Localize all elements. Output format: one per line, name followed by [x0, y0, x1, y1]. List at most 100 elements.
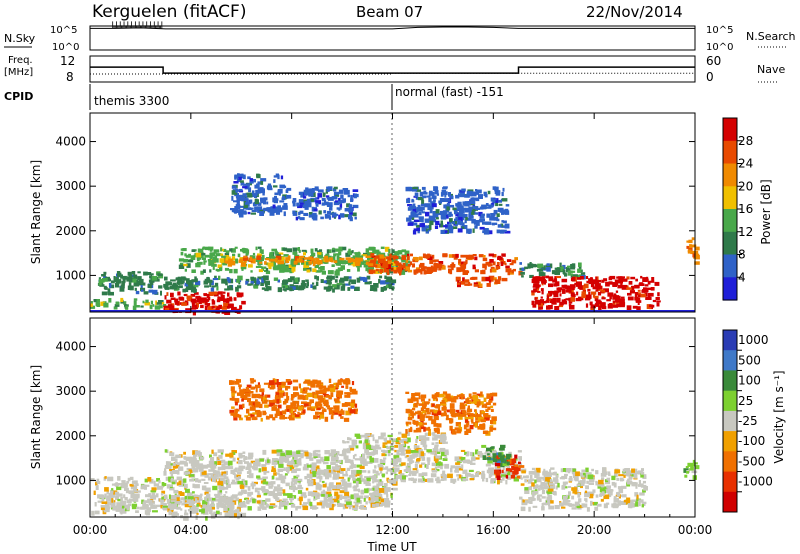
heatmap-cell	[450, 264, 456, 268]
heatmap-cell	[232, 457, 236, 462]
heatmap-cell	[281, 256, 285, 261]
heatmap-cell	[402, 477, 406, 483]
heatmap-cell	[213, 474, 217, 479]
heatmap-cell	[422, 403, 427, 407]
heatmap-cell	[437, 465, 443, 468]
heatmap-cell	[237, 457, 240, 461]
heatmap-cell	[292, 489, 296, 493]
heatmap-cell	[488, 279, 492, 283]
heatmap-cell	[383, 490, 388, 495]
heatmap-cell	[193, 460, 199, 466]
heatmap-cell	[351, 443, 356, 447]
heatmap-cell	[103, 271, 107, 275]
heatmap-cell	[312, 505, 317, 510]
heatmap-cell	[247, 211, 251, 215]
heatmap-cell	[441, 189, 447, 193]
heatmap-cell	[557, 288, 562, 293]
heatmap-cell	[577, 505, 584, 509]
heatmap-cell	[236, 201, 240, 206]
heatmap-cell	[263, 470, 270, 474]
heatmap-cell	[196, 504, 199, 507]
heatmap-cell	[317, 407, 321, 410]
heatmap-cell	[150, 280, 154, 286]
heatmap-cell	[402, 438, 408, 441]
heatmap-cell	[315, 411, 319, 415]
heatmap-cell	[299, 210, 304, 214]
heatmap-cell	[178, 482, 185, 487]
heatmap-cell	[594, 281, 598, 287]
heatmap-cell	[209, 503, 215, 507]
heatmap-cell	[282, 286, 285, 289]
heatmap-cell	[341, 503, 345, 507]
heatmap-cell	[132, 305, 137, 311]
heatmap-cell	[420, 420, 424, 424]
heatmap-cell	[238, 465, 243, 468]
heatmap-cell	[341, 478, 346, 484]
heatmap-cell	[125, 305, 129, 310]
heatmap-cell	[96, 478, 100, 484]
heatmap-cell	[170, 292, 174, 298]
heatmap-cell	[584, 298, 591, 301]
heatmap-cell	[462, 469, 468, 474]
heatmap-cell	[455, 470, 459, 473]
heatmap-cell	[164, 276, 168, 281]
heatmap-cell	[386, 264, 391, 270]
heatmap-cell	[193, 494, 197, 498]
heatmap-cell	[209, 279, 213, 283]
heatmap-cell	[120, 496, 123, 502]
heatmap-cell	[268, 400, 273, 405]
heatmap-cell	[224, 513, 231, 518]
heatmap-cell	[229, 506, 234, 512]
heatmap-cell	[266, 416, 270, 419]
heatmap-cell	[150, 495, 156, 499]
heatmap-cell	[134, 274, 138, 280]
heatmap-cell	[117, 476, 121, 481]
heatmap-cell	[336, 469, 343, 474]
heatmap-cell	[455, 217, 460, 220]
heatmap-cell	[466, 193, 470, 198]
heatmap-cell	[202, 504, 207, 509]
heatmap-cell	[489, 396, 494, 401]
heatmap-cell	[342, 283, 346, 288]
heatmap-cell	[281, 410, 287, 415]
heatmap-cell	[382, 264, 389, 269]
heatmap-cell	[122, 509, 127, 514]
heatmap-cell	[439, 447, 445, 452]
heatmap-cell	[496, 262, 500, 265]
heatmap-cell	[178, 491, 183, 496]
heatmap-cell	[474, 409, 477, 413]
heatmap-cell	[174, 502, 178, 507]
heatmap-cell	[168, 476, 174, 481]
heatmap-cell	[379, 488, 385, 493]
heatmap-cell	[353, 408, 358, 412]
heatmap-cell	[480, 391, 483, 397]
heatmap-cell	[164, 449, 168, 453]
heatmap-cell	[378, 278, 381, 284]
heatmap-cell	[626, 276, 630, 280]
heatmap-cell	[363, 498, 366, 502]
heatmap-cell	[218, 485, 221, 490]
heatmap-cell	[379, 269, 383, 273]
heatmap-cell	[419, 206, 425, 211]
heatmap-cell	[323, 210, 327, 214]
heatmap-cell	[581, 475, 585, 478]
heatmap-cell	[547, 495, 552, 498]
heatmap-cell	[146, 507, 152, 513]
heatmap-cell	[90, 478, 95, 482]
heatmap-cell	[390, 480, 394, 484]
heatmap-cell	[326, 465, 331, 470]
heatmap-cell	[541, 276, 545, 279]
heatmap-cell	[404, 253, 410, 257]
heatmap-cell	[208, 497, 213, 502]
heatmap-cell	[171, 512, 175, 516]
heatmap-cell	[489, 259, 494, 263]
heatmap-cell	[316, 476, 320, 479]
heatmap-cell	[459, 402, 465, 406]
heatmap-cell	[534, 278, 539, 281]
heatmap-cell	[475, 414, 482, 417]
heatmap-cell	[297, 498, 300, 501]
heatmap-cell	[473, 220, 480, 225]
heatmap-cell	[271, 461, 278, 465]
heatmap-cell	[225, 250, 230, 254]
